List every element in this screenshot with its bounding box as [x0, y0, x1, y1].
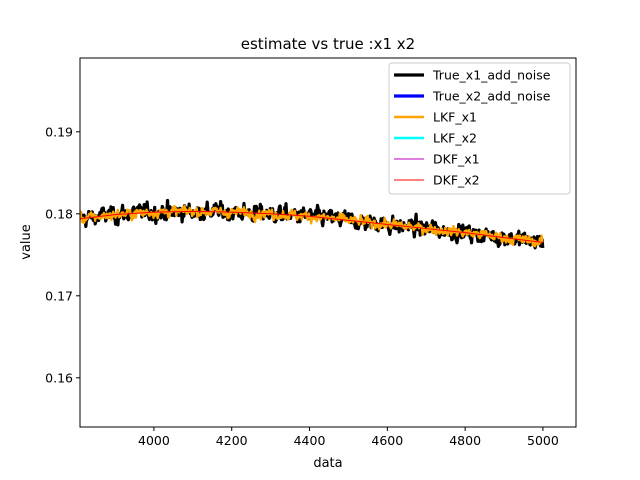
series-line-dkf-x2 — [80, 210, 543, 243]
x-tick-label: 4600 — [371, 433, 403, 448]
chart-title: estimate vs true :x1 x2 — [241, 35, 415, 53]
series-line-lkf-x1 — [80, 204, 544, 248]
legend-label: True_x2_add_noise — [432, 89, 551, 104]
legend-label: LKF_x2 — [433, 131, 477, 146]
x-tick-label: 5000 — [527, 433, 559, 448]
x-tick-label: 4200 — [216, 433, 248, 448]
x-tick-label: 4000 — [138, 433, 170, 448]
legend-label: LKF_x1 — [433, 110, 477, 125]
y-tick-label: 0.16 — [45, 370, 73, 385]
x-tick-label: 4400 — [294, 433, 326, 448]
y-tick-label: 0.19 — [45, 124, 73, 139]
legend-label: DKF_x2 — [433, 173, 480, 188]
x-axis-label: data — [313, 456, 342, 471]
legend-label: DKF_x1 — [433, 152, 480, 167]
x-axis: 4000 4200 4400 4600 4800 5000 — [138, 427, 559, 448]
series-layer — [80, 198, 545, 250]
y-axis-label: value — [19, 224, 34, 260]
y-tick-label: 0.18 — [45, 206, 73, 221]
y-tick-label: 0.17 — [45, 288, 73, 303]
legend-box — [388, 62, 571, 195]
y-axis: 0.16 0.17 0.18 0.19 — [45, 124, 80, 385]
legend-label: True_x1_add_noise — [432, 68, 551, 83]
legend: True_x1_add_noise True_x2_add_noise LKF_x1… — [388, 62, 571, 195]
plot-frame — [79, 57, 577, 428]
x-tick-label: 4800 — [449, 433, 481, 448]
